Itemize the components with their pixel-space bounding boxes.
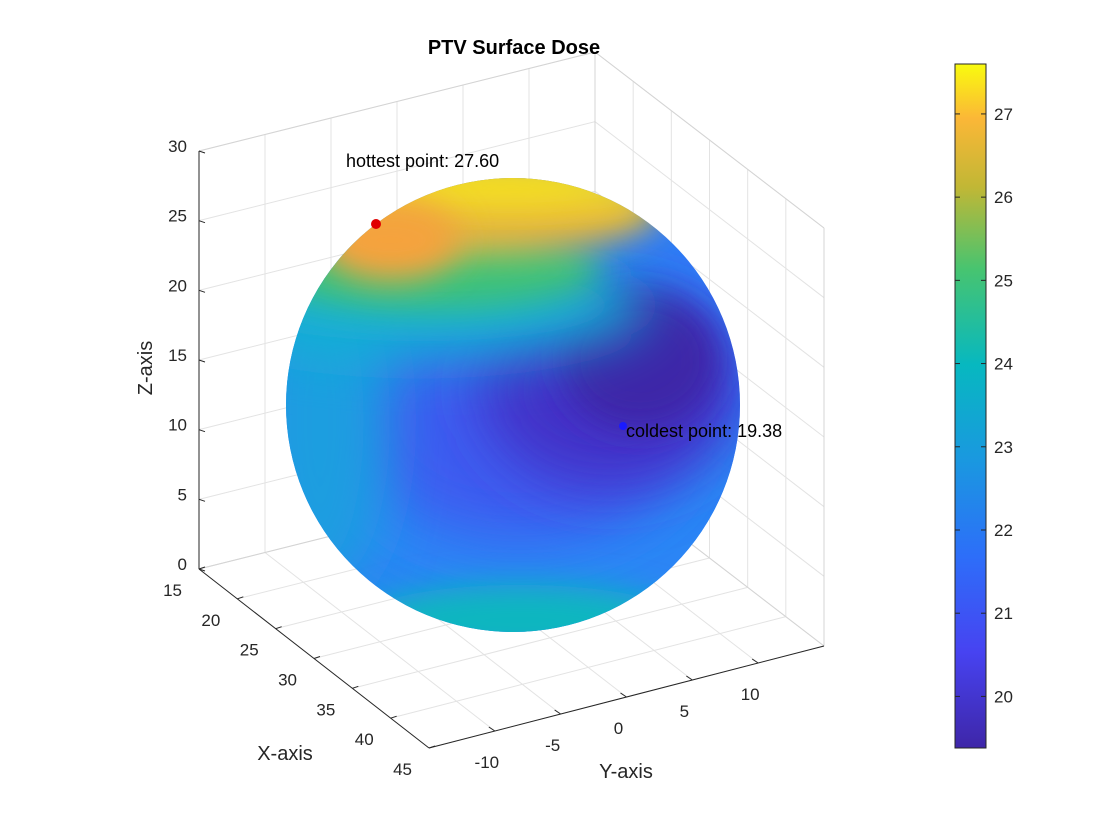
y-axis-ticks: -10 -5 0 5 10 [475,658,760,772]
y-tick-mark [751,658,759,664]
z-tick-label: 15 [168,346,187,365]
z-tick-mark [198,498,206,502]
colorbar-ticks: 20 21 22 23 24 25 26 27 [955,105,1013,706]
z-tick-label: 10 [168,416,187,435]
coldest-point-marker [619,422,627,430]
colorbar: 20 21 22 23 24 25 26 27 [954,63,1013,749]
x-tick-label: 45 [393,760,412,779]
x-tick-mark [198,566,206,570]
y-axis-label: Y-axis [599,761,653,783]
y-tick-mark [488,726,496,732]
coldest-point-annotation: coldest point: 19.38 [619,421,782,441]
z-tick-mark [198,429,206,433]
z-tick-label: 5 [178,485,187,504]
hottest-point-label: hottest point: 27.60 [346,151,499,171]
y-tick-label: 5 [680,702,689,721]
y-tick-label: -10 [475,753,500,772]
z-tick-label: 0 [178,555,187,574]
z-axis-label: Z-axis [135,341,157,395]
x-tick-mark [428,745,436,749]
z-tick-label: 20 [168,276,187,295]
colorbar-tick-label: 25 [994,271,1013,290]
y-tick-mark [554,709,561,715]
x-tick-mark [352,685,359,689]
colorbar-tick-label: 24 [994,355,1013,374]
y-tick-label: -5 [545,736,560,755]
hottest-point-annotation: hottest point: 27.60 [346,151,499,229]
hottest-point-marker [371,219,381,229]
y-tick-label: 10 [741,685,760,704]
colorbar-gradient [954,63,987,749]
z-tick-mark [198,220,206,224]
chart-title: PTV Surface Dose [428,37,600,59]
z-tick-label: 30 [168,137,187,156]
colorbar-tick-label: 27 [994,105,1013,124]
y-gridline [264,552,496,732]
x-axis-label: X-axis [257,743,313,765]
box-edge [594,51,825,229]
z-tick-mark [198,359,206,363]
x-tick-label: 20 [201,611,220,630]
x-tick-label: 15 [163,581,182,600]
y-tick-mark [686,675,693,681]
x-tick-label: 25 [240,641,259,660]
z-tick-mark [198,150,206,154]
colorbar-tick-label: 26 [994,188,1013,207]
x-tick-label: 40 [355,730,374,749]
x-tick-mark [390,715,397,719]
x-tick-label: 30 [278,671,297,690]
z-axis-ticks: 0 5 10 15 20 25 30 [168,137,206,574]
coldest-point-label: coldest point: 19.38 [626,421,782,441]
y-tick-mark [620,692,627,698]
x-tick-mark [313,656,321,659]
x-tick-label: 35 [316,700,335,719]
x-tick-mark [237,596,244,600]
z-tick-mark [198,289,206,293]
colorbar-tick-label: 21 [994,604,1013,623]
box-edge [198,51,596,152]
z-tick-mark [198,568,206,572]
colorbar-tick-label: 23 [994,438,1013,457]
x-tick-mark [275,626,282,630]
y-tick-label: 0 [614,719,623,738]
colorbar-tick-label: 20 [994,687,1013,706]
z-tick-label: 25 [168,207,187,226]
colorbar-tick-label: 22 [994,521,1013,540]
x-axis-ticks: 15 20 25 30 35 40 45 [163,566,436,779]
dose-surface-sphere [286,178,740,632]
